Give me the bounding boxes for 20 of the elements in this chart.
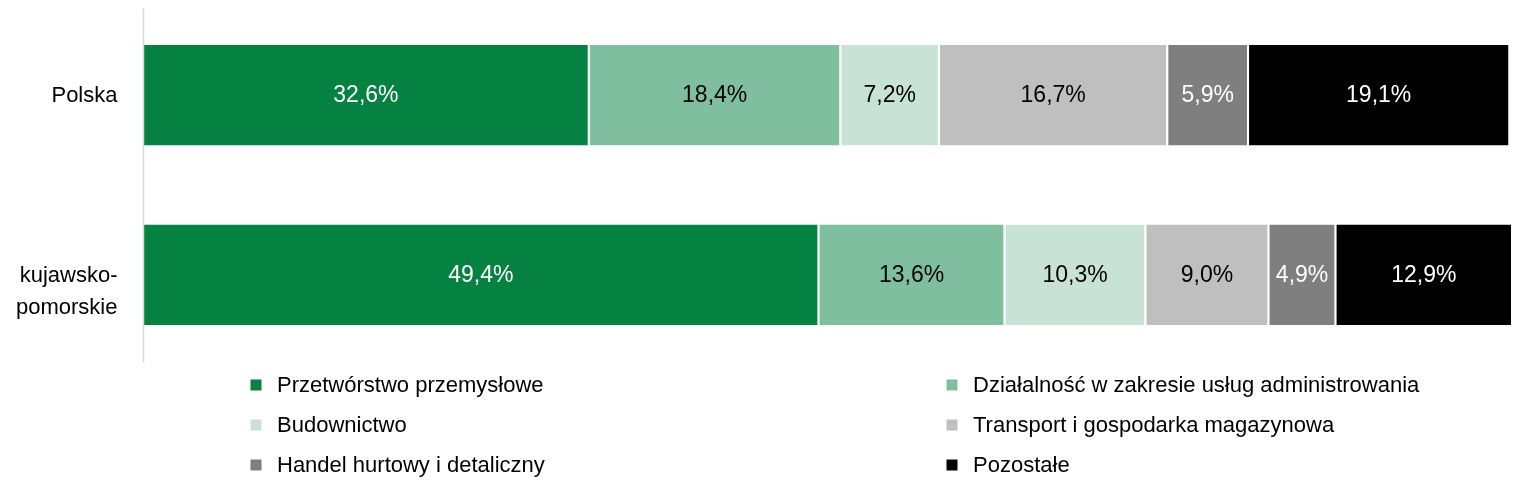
data-label: 12,9% xyxy=(1391,260,1457,287)
data-label: 10,3% xyxy=(1042,260,1108,287)
data-label: 49,4% xyxy=(448,260,514,287)
data-label: 9,0% xyxy=(1180,260,1234,287)
data-label: 7,2% xyxy=(863,81,916,108)
data-label: 18,4% xyxy=(682,81,748,108)
data-label: 19,1% xyxy=(1346,81,1412,108)
y-tick-label: kujawsko-pomorskie xyxy=(16,261,118,319)
legend-label: Przetwórstwo przemysłowe xyxy=(277,372,544,397)
y-tick-label: Polska xyxy=(51,82,119,108)
data-label: 13,6% xyxy=(879,260,945,287)
data-label: 4,9% xyxy=(1275,260,1329,287)
data-label: 5,9% xyxy=(1181,81,1234,108)
data-label: 16,7% xyxy=(1020,81,1086,108)
legend-label: Działalność w zakresie usług administrowania xyxy=(973,372,1421,397)
legend-label: Pozostałe xyxy=(973,452,1070,477)
legend-label: Budownictwo xyxy=(277,412,407,437)
legend-label: Handel hurtowy i detaliczny xyxy=(277,452,545,477)
legend-label: Transport i gospodarka magazynowa xyxy=(973,412,1335,437)
data-label: 32,6% xyxy=(333,81,399,108)
